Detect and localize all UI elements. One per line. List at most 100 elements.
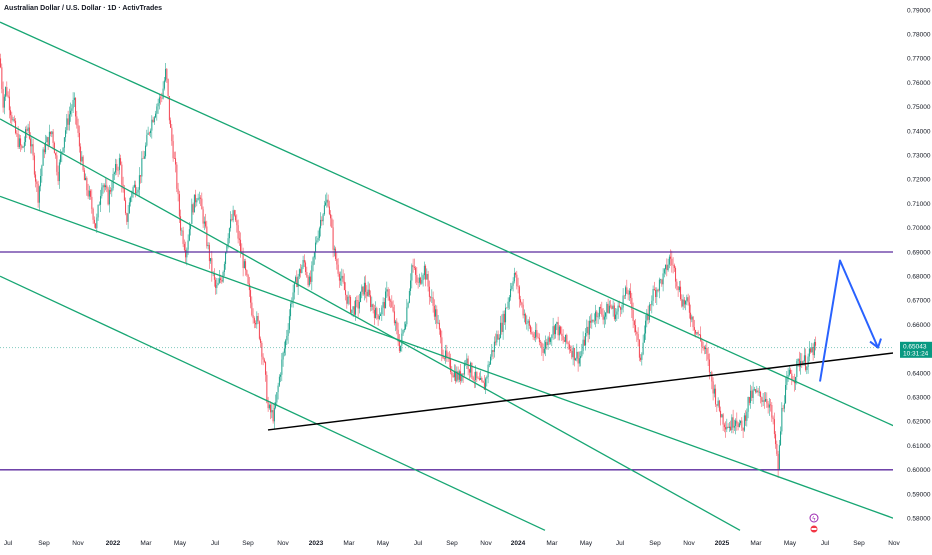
- candle-body: [63, 137, 65, 148]
- candle-body: [522, 304, 524, 316]
- candle-body: [52, 131, 54, 143]
- candle-body: [427, 274, 429, 287]
- candle-body: [797, 358, 799, 362]
- candle-body: [507, 301, 509, 308]
- candle-body: [563, 340, 565, 342]
- candle-body: [308, 276, 310, 286]
- candle-body: [213, 272, 215, 280]
- candle-body: [548, 337, 550, 342]
- candle-body: [596, 311, 598, 318]
- channel-line[interactable]: [0, 275, 546, 531]
- candle-body: [610, 305, 612, 307]
- candle-body: [26, 129, 28, 131]
- candle-body: [18, 138, 20, 148]
- candle-body: [435, 309, 437, 317]
- candle-body: [670, 256, 672, 259]
- candle-body: [90, 190, 92, 197]
- candle-body: [501, 322, 503, 332]
- candle-body: [87, 190, 89, 197]
- candle-body: [736, 420, 738, 424]
- candle-body: [550, 338, 552, 342]
- candle-body: [508, 297, 510, 302]
- candle-body: [790, 369, 792, 374]
- candle-body: [765, 399, 767, 402]
- candle-body: [273, 407, 275, 422]
- candle-body: [458, 371, 460, 380]
- candle-body: [231, 219, 233, 221]
- candle-body: [557, 322, 559, 336]
- support-trendline[interactable]: [267, 351, 899, 431]
- time-tick-label: Jul: [414, 540, 423, 547]
- candle-body: [666, 264, 668, 271]
- time-axis[interactable]: [0, 536, 932, 550]
- candle-body: [527, 320, 529, 323]
- candle-body: [202, 209, 204, 224]
- event-glyph-icon: ϟ: [812, 517, 816, 523]
- candle-body: [221, 280, 223, 282]
- dividend-event-icon[interactable]: [809, 513, 819, 523]
- candle-body: [352, 306, 354, 310]
- time-tick-label: Nov: [480, 540, 492, 547]
- candle-body: [720, 410, 722, 418]
- candle-body: [708, 359, 710, 373]
- candle-body: [101, 187, 103, 197]
- candle-body: [512, 281, 514, 286]
- candle-body: [411, 265, 413, 281]
- candle-body: [108, 190, 110, 205]
- candle-body: [225, 252, 227, 264]
- candle-body: [207, 245, 209, 247]
- candle-body: [690, 312, 692, 320]
- candle-body: [717, 400, 719, 406]
- candle-body: [201, 198, 203, 210]
- candle-body: [480, 378, 482, 380]
- candle-body: [422, 275, 424, 280]
- time-tick-label: Nov: [72, 540, 84, 547]
- candle-body: [450, 359, 452, 372]
- candle-body: [293, 281, 295, 293]
- candle-body: [260, 338, 262, 343]
- candle-body: [113, 172, 115, 174]
- candle-body: [338, 273, 340, 281]
- candle-body: [210, 258, 212, 262]
- candle-body: [220, 278, 222, 280]
- candle-body: [518, 286, 520, 300]
- candle-body: [413, 266, 415, 268]
- candle-body: [36, 181, 38, 184]
- price-tick-label: 0.73000: [907, 153, 931, 160]
- candle-body: [86, 177, 88, 191]
- candle-body: [457, 371, 459, 380]
- candle-body: [153, 117, 155, 123]
- candle-body: [230, 219, 232, 229]
- channel-line[interactable]: [0, 195, 901, 522]
- candle-body: [703, 346, 705, 350]
- price-axis[interactable]: [893, 0, 932, 536]
- channel-line[interactable]: [0, 21, 901, 430]
- candle-body: [285, 340, 287, 349]
- candle-body: [750, 390, 752, 403]
- event-icons[interactable]: ϟ: [809, 513, 819, 534]
- candle-body: [535, 330, 537, 338]
- candle-body: [617, 305, 619, 312]
- candle-body: [270, 404, 272, 413]
- candle-body: [446, 350, 448, 357]
- candle-body: [206, 226, 208, 247]
- candle-body: [120, 158, 122, 165]
- candle-body: [488, 364, 490, 365]
- candle-body: [558, 326, 560, 336]
- candle-body: [121, 164, 123, 185]
- candle-body: [581, 350, 583, 357]
- candle-body: [463, 363, 465, 375]
- candle-body: [643, 333, 645, 343]
- candle-body: [67, 118, 69, 125]
- candle-body: [302, 260, 304, 268]
- forecast-path[interactable]: [819, 259, 879, 382]
- channel-line[interactable]: [0, 118, 741, 531]
- candle-body: [10, 110, 12, 116]
- candle-body: [683, 299, 685, 305]
- candle-body: [355, 300, 357, 315]
- candle-body: [735, 420, 737, 426]
- candle-body: [357, 300, 359, 309]
- candle-body: [277, 385, 279, 393]
